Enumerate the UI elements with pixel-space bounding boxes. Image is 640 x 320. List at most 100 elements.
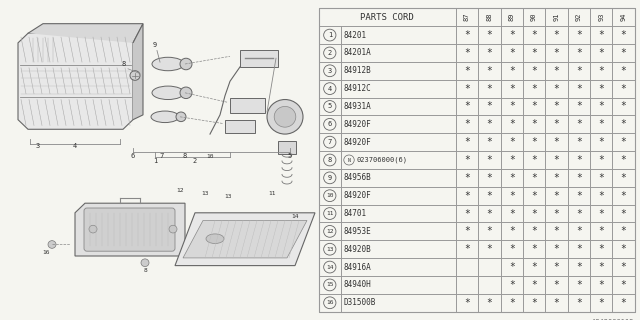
Bar [523,169,545,187]
Bar [545,98,568,116]
Text: *: * [531,173,537,183]
Bar [341,133,456,151]
Ellipse shape [180,58,192,70]
Text: 84912B: 84912B [344,66,372,75]
Text: *: * [464,48,470,58]
Text: *: * [486,48,492,58]
Text: *: * [621,226,627,236]
Text: 84920F: 84920F [344,120,372,129]
Text: *: * [554,66,559,76]
Text: *: * [531,84,537,94]
Text: 1: 1 [153,158,157,164]
Bar [456,169,478,187]
PathPatch shape [175,213,315,266]
Bar [545,169,568,187]
Bar [590,133,612,151]
Text: *: * [598,173,604,183]
Text: *: * [509,280,515,290]
Text: *: * [554,244,559,254]
Bar [341,98,456,116]
Bar [500,258,523,276]
Text: *: * [621,155,627,165]
Bar [612,133,635,151]
Text: *: * [576,209,582,219]
Bar [478,151,500,169]
Text: 2: 2 [193,158,197,164]
Bar [341,44,456,62]
Text: 84701: 84701 [344,209,367,218]
Bar [523,116,545,133]
Text: A842000119: A842000119 [592,319,635,320]
Bar [319,26,341,44]
Bar [341,169,456,187]
Bar [478,204,500,222]
Text: *: * [554,209,559,219]
Text: 94: 94 [621,13,627,21]
Bar [545,294,568,312]
Bar [523,133,545,151]
Ellipse shape [206,234,224,244]
Bar [590,222,612,240]
Text: *: * [598,84,604,94]
Text: N: N [348,157,351,163]
Text: 6: 6 [328,121,332,127]
Text: 7: 7 [328,139,332,145]
Bar [456,8,478,26]
Bar [590,294,612,312]
Bar [545,8,568,26]
Text: 10: 10 [206,154,214,159]
Text: 3: 3 [328,68,332,74]
Text: 93: 93 [598,13,604,21]
Bar [319,222,341,240]
Bar [500,80,523,98]
Text: *: * [598,280,604,290]
Bar [319,8,456,26]
Text: 89: 89 [509,13,515,21]
Text: *: * [554,119,559,129]
Text: *: * [486,226,492,236]
Text: *: * [554,262,559,272]
Bar [240,50,278,67]
Text: *: * [531,30,537,40]
Text: 8: 8 [328,157,332,163]
Text: *: * [576,137,582,147]
Text: *: * [576,84,582,94]
Bar [319,240,341,258]
Bar [478,276,500,294]
Bar [568,294,590,312]
Bar [478,240,500,258]
PathPatch shape [133,24,143,120]
Bar [545,240,568,258]
Bar [590,187,612,204]
Text: *: * [509,191,515,201]
Circle shape [141,259,149,267]
Text: 10: 10 [326,193,333,198]
Bar [612,222,635,240]
Bar [612,44,635,62]
Bar [319,169,341,187]
Text: 84953E: 84953E [344,227,372,236]
Text: 84920F: 84920F [344,191,372,200]
Bar [478,133,500,151]
Bar [500,204,523,222]
Text: 84201A: 84201A [344,48,372,57]
Bar [341,294,456,312]
Text: *: * [576,280,582,290]
Bar [225,120,255,133]
Bar [568,151,590,169]
Bar [590,98,612,116]
Bar [568,169,590,187]
Text: *: * [598,226,604,236]
Text: 84931A: 84931A [344,102,372,111]
Bar [500,151,523,169]
Text: *: * [576,173,582,183]
Bar [456,276,478,294]
Bar [319,276,341,294]
Text: D31500B: D31500B [344,298,376,307]
Text: 4: 4 [328,86,332,92]
Bar [500,8,523,26]
Text: *: * [598,48,604,58]
Text: *: * [486,155,492,165]
Bar [568,98,590,116]
Text: *: * [509,66,515,76]
